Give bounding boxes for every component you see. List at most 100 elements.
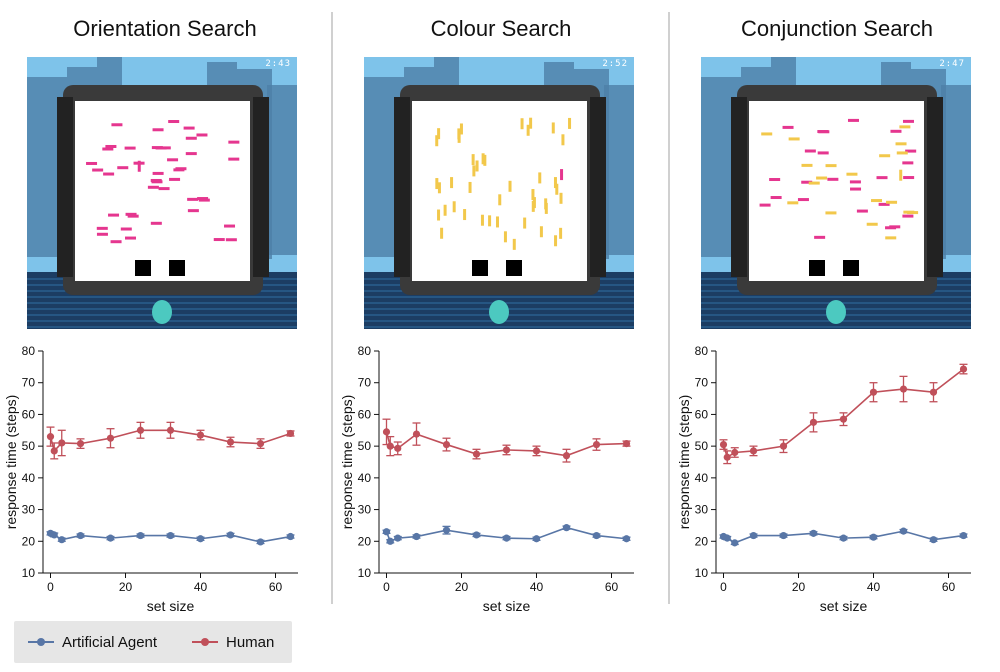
data-point [226,438,235,446]
scene-colour: 2:52 [364,57,634,329]
legend: Artificial Agent Human [14,621,292,663]
stimulus-bar [816,176,828,180]
stimulus-bar [498,194,502,206]
y-tick-label: 60 [22,407,36,421]
data-point [196,535,205,543]
y-tick-label: 40 [695,471,709,485]
stimulus-bar [814,235,826,239]
data-point [719,440,728,449]
stimulus-bar [895,142,907,146]
x-tick-label: 20 [455,580,469,594]
y-tick-label: 10 [358,566,372,580]
stimulus-bar [539,226,543,238]
x-axis-label: set size [820,598,868,614]
frame-post [57,97,73,277]
stimulus-bar [899,125,911,129]
stimulus-bar [529,117,533,129]
data-point [136,531,145,540]
stimulus-bar [886,200,898,204]
stimulus-bar [846,172,858,176]
response-square [135,260,151,276]
stimulus-bar [866,222,878,226]
stimulus-bar [110,240,122,244]
stimulus-bar [801,180,813,184]
x-tick-label: 60 [942,580,956,594]
stimulus-bar [879,154,891,158]
y-tick-label: 40 [358,471,372,485]
data-point [394,534,402,542]
x-tick-label: 0 [383,580,390,594]
frame-post [927,97,943,277]
data-point [869,388,878,396]
data-point [50,447,58,455]
scene-image [364,57,634,329]
stimulus-bar [185,152,197,156]
timer-label: 2:52 [602,59,628,69]
panel-divider [668,12,670,604]
frame-post [253,97,269,277]
data-point [226,531,235,539]
y-tick-label: 60 [695,407,709,421]
stimulus-bar [152,128,164,132]
response-square [472,260,488,276]
data-point [386,537,394,545]
stimulus-bar [440,227,444,239]
data-point [382,428,391,436]
data-point [779,531,788,540]
stimulus-bar [907,211,919,215]
data-point [592,440,601,449]
stimulus-bar [797,198,809,202]
data-point [731,448,739,457]
stimulus-bar [457,131,461,143]
display-screen [749,101,924,281]
x-axis-label: set size [147,598,195,614]
stimulus-bar [224,224,236,228]
y-tick-label: 20 [358,534,372,548]
stimulus-bar [568,117,572,129]
data-point [839,415,848,423]
stimulus-bar [169,177,181,181]
chart-orientation: 10 20 30 40 50 60 70 80 0 20 40 60 set size response … [3,344,298,614]
stimulus-bar [443,204,447,216]
stimulus-bar [804,149,816,153]
data-point [959,365,968,373]
stimulus-bar [531,189,535,201]
stimulus-bar [903,176,915,180]
scene-image [27,57,297,329]
stimulus-bar [187,197,199,201]
stimulus-bar [559,192,563,204]
stimulus-bar [137,160,141,172]
data-point [532,447,541,455]
stimulus-bar [551,122,555,134]
data-point [592,531,601,540]
data-point [50,531,58,539]
building [941,85,971,255]
stimulus-bar [147,185,159,189]
frame-post [731,97,747,277]
stimulus-bar [198,198,210,202]
data-point [166,426,175,434]
y-tick-label: 70 [22,376,36,390]
scene-image [701,57,971,329]
x-axis-label: set size [483,598,531,614]
stimulus-bar [902,161,914,165]
stimulus-bar [559,227,563,239]
data-point [562,524,571,532]
data-point [809,529,818,537]
stimulus-bar [187,209,199,213]
stimulus-bar [475,160,479,172]
data-point [929,388,938,396]
stimulus-bar [825,164,837,168]
legend-label-agent: Artificial Agent [62,633,158,651]
data-point [286,532,295,541]
stimulus-bar [472,165,476,177]
y-tick-label: 30 [358,503,372,517]
data-point [166,531,175,540]
stimulus-bar [885,226,897,230]
x-tick-label: 60 [605,580,619,594]
panel-title-colour: Colour Search [430,16,572,41]
data-point [386,442,394,450]
stimulus-bar [92,168,104,172]
stimulus-bar [481,153,485,165]
y-tick-label: 50 [695,439,709,453]
